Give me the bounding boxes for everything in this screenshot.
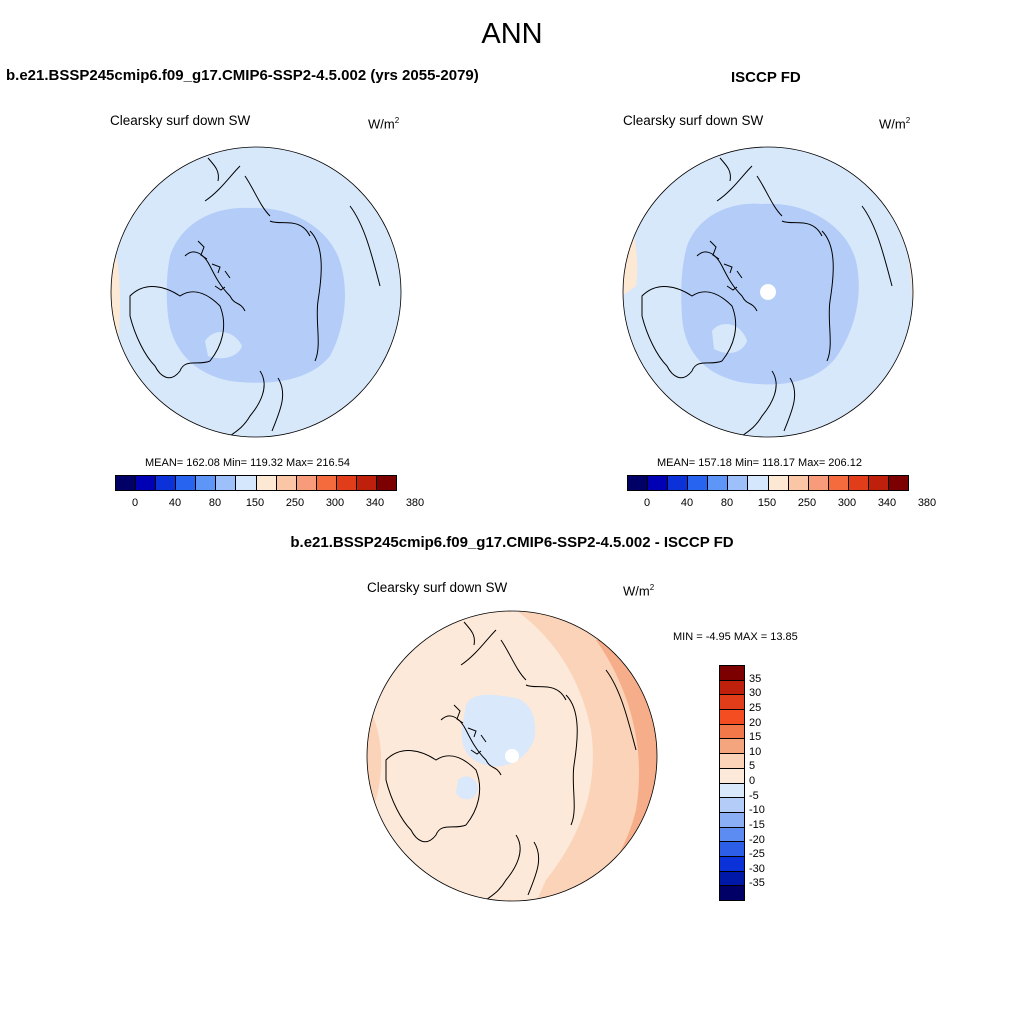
model-colorbar-tick-label: 40 xyxy=(168,497,182,509)
diff-colorbar-ticks: 35 30 25 20 15 10 5 0 -5 -10 -15 -20 -25 -30 -35 xyxy=(749,665,789,899)
model-colorbar-swatch xyxy=(377,476,397,490)
model-colorbar xyxy=(115,475,397,491)
obs-colorbar xyxy=(627,475,909,491)
model-polar-map xyxy=(110,146,402,438)
model-colorbar-tick-label: 250 xyxy=(285,497,305,509)
model-colorbar-tick-label: 80 xyxy=(208,497,222,509)
diff-colorbar-tick-label: -25 xyxy=(749,848,765,861)
obs-panel-title: ISCCP FD xyxy=(731,69,801,86)
model-colorbar-swatch xyxy=(196,476,217,490)
obs-colorbar-swatch xyxy=(768,476,789,490)
diff-colorbar-swatch xyxy=(720,812,744,828)
model-colorbar-tick-label: 150 xyxy=(245,497,265,509)
obs-polar-map xyxy=(622,146,914,438)
obs-units-label: W/m2 xyxy=(879,116,911,132)
diff-variable-label: Clearsky surf down SW xyxy=(367,580,508,595)
diff-colorbar-tick-label: 10 xyxy=(749,745,762,758)
obs-colorbar-swatch xyxy=(708,476,729,490)
obs-colorbar-swatch xyxy=(808,476,829,490)
model-colorbar-swatch xyxy=(236,476,257,490)
diff-colorbar-swatch xyxy=(720,798,744,813)
model-colorbar-swatch xyxy=(136,476,157,490)
obs-colorbar-swatch xyxy=(788,476,809,490)
diff-colorbar-swatch xyxy=(720,871,744,887)
diff-colorbar-swatch xyxy=(720,739,744,755)
model-colorbar-swatch xyxy=(176,476,197,490)
model-colorbar-swatch xyxy=(276,476,297,490)
diff-colorbar-tick-label: -20 xyxy=(749,833,765,846)
diff-colorbar-tick-label: -15 xyxy=(749,818,765,831)
model-variable-label: Clearsky surf down SW xyxy=(110,113,251,128)
diff-colorbar-swatch xyxy=(720,754,744,769)
obs-colorbar-tick-label: 80 xyxy=(720,497,734,509)
diff-colorbar-tick-label: 15 xyxy=(749,731,762,744)
diff-polar-map xyxy=(366,610,658,902)
obs-colorbar-tick-label: 300 xyxy=(837,497,857,509)
obs-colorbar-tick-label: 40 xyxy=(680,497,694,509)
obs-variable-label: Clearsky surf down SW xyxy=(623,113,764,128)
model-colorbar-tick-label: 0 xyxy=(131,497,139,509)
diff-colorbar-swatch xyxy=(720,842,744,857)
diff-panel-title: b.e21.BSSP245cmip6.f09_g17.CMIP6-SSP2-4.… xyxy=(290,534,734,551)
model-colorbar-swatch xyxy=(296,476,317,490)
diff-colorbar-tick-label: 20 xyxy=(749,716,762,729)
model-colorbar-swatch xyxy=(356,476,378,490)
model-colorbar-swatch xyxy=(316,476,337,490)
diff-colorbar-tick-label: 35 xyxy=(749,672,762,685)
diff-colorbar-tick-label: -5 xyxy=(749,789,759,802)
diff-colorbar-swatch xyxy=(720,666,744,681)
diff-colorbar-swatch xyxy=(720,724,744,740)
obs-colorbar-swatch xyxy=(648,476,669,490)
obs-colorbar-swatch xyxy=(868,476,890,490)
obs-colorbar-tick-label: 380 xyxy=(917,497,937,509)
obs-colorbar-swatch xyxy=(668,476,689,490)
obs-colorbar-tick-label: 250 xyxy=(797,497,817,509)
model-colorbar-ticks: 0 40 80 150 250 300 340 380 xyxy=(115,497,424,511)
diff-colorbar-tick-label: 25 xyxy=(749,701,762,714)
model-colorbar-swatch xyxy=(336,476,357,490)
model-colorbar-tick-label: 300 xyxy=(325,497,345,509)
obs-colorbar-swatch xyxy=(748,476,769,490)
diff-colorbar xyxy=(719,665,745,901)
diff-colorbar-swatch xyxy=(720,768,744,784)
model-stats: MEAN= 162.08 Min= 119.32 Max= 216.54 xyxy=(145,457,350,469)
obs-colorbar-tick-label: 0 xyxy=(643,497,651,509)
obs-colorbar-swatch xyxy=(828,476,849,490)
model-colorbar-swatch xyxy=(116,476,137,490)
obs-colorbar-swatch xyxy=(848,476,869,490)
diff-colorbar-tick-label: 5 xyxy=(749,760,756,773)
obs-colorbar-tick-label: 340 xyxy=(877,497,897,509)
model-colorbar-swatch xyxy=(156,476,177,490)
diff-colorbar-swatch xyxy=(720,886,744,900)
model-units-label: W/m2 xyxy=(368,116,400,132)
diff-colorbar-swatch xyxy=(720,827,744,843)
diff-colorbar-tick-label: -10 xyxy=(749,804,765,817)
obs-colorbar-swatch xyxy=(688,476,709,490)
diff-colorbar-tick-label: 30 xyxy=(749,687,762,700)
diff-colorbar-tick-label: -35 xyxy=(749,877,765,890)
diff-stats: MIN = -4.95 MAX = 13.85 xyxy=(673,631,798,643)
diff-colorbar-swatch xyxy=(720,856,744,872)
model-colorbar-tick-label: 380 xyxy=(405,497,425,509)
obs-colorbar-tick-label: 150 xyxy=(757,497,777,509)
obs-colorbar-swatch xyxy=(628,476,649,490)
diff-colorbar-swatch xyxy=(720,783,744,799)
model-colorbar-tick-label: 340 xyxy=(365,497,385,509)
model-panel-title: b.e21.BSSP245cmip6.f09_g17.CMIP6-SSP2-4.… xyxy=(6,67,479,84)
model-colorbar-swatch xyxy=(256,476,277,490)
diff-colorbar-tick-label: -30 xyxy=(749,862,765,875)
diff-colorbar-swatch xyxy=(720,680,744,696)
obs-colorbar-swatch xyxy=(728,476,749,490)
main-title: ANN xyxy=(481,18,543,50)
diff-colorbar-swatch xyxy=(720,710,744,725)
diff-colorbar-tick-label: 0 xyxy=(749,775,756,787)
obs-stats: MEAN= 157.18 Min= 118.17 Max= 206.12 xyxy=(657,457,862,469)
obs-colorbar-ticks: 0 40 80 150 250 300 340 380 xyxy=(627,497,936,511)
diff-colorbar-swatch xyxy=(720,695,744,711)
model-colorbar-swatch xyxy=(216,476,237,490)
obs-colorbar-swatch xyxy=(889,476,909,490)
diff-units-label: W/m2 xyxy=(623,583,655,599)
